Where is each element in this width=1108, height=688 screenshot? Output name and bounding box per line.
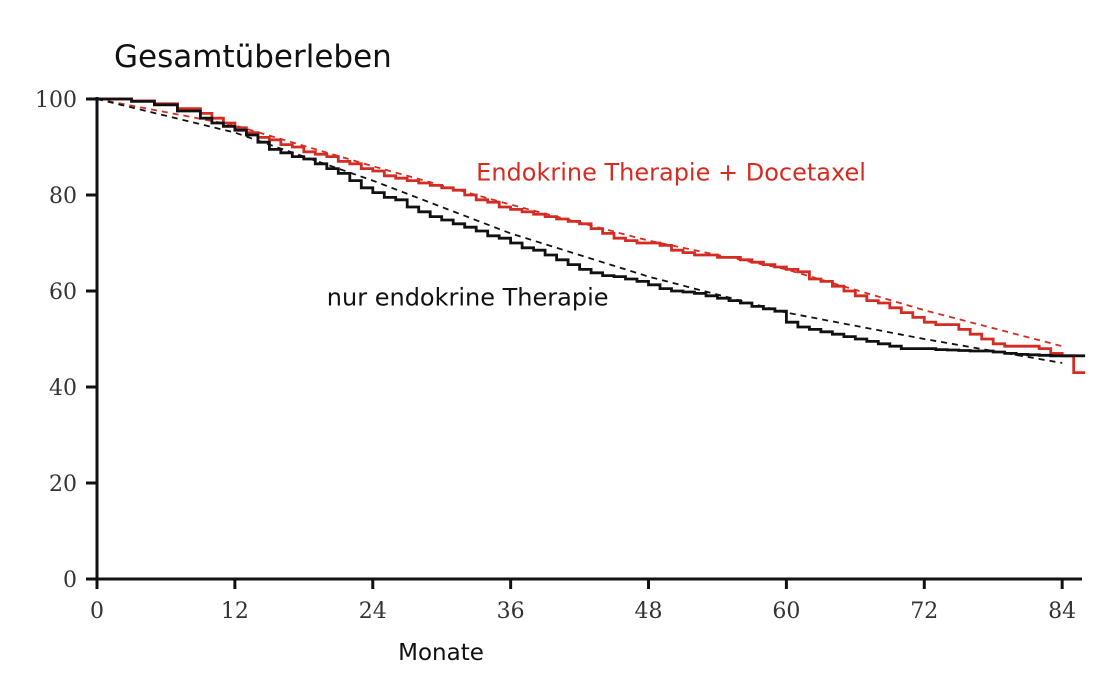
series-line-endokrine-therapie-docetaxel [97,97,1086,374]
trend-line-nur-endokrine-therapie [96,98,1063,364]
y-tick-label: 40 [49,376,77,401]
axes [95,97,1082,581]
x-tick-label: 48 [635,599,663,624]
trend-lines [96,98,1063,364]
x-tick-label: 24 [359,599,387,624]
y-tick-label: 60 [49,280,77,305]
series-label-endokrine-therapie-docetaxel: Endokrine Therapie + Docetaxel [476,159,866,187]
y-tick-label: 0 [63,568,77,593]
x-tick-label: 0 [90,599,104,624]
series-labels: Endokrine Therapie + Docetaxel nur endokr… [327,159,866,312]
x-tick-label: 84 [1048,599,1076,624]
series-lines [97,97,1086,374]
x-axis-label: Monate [398,640,484,666]
x-tick-label: 12 [221,599,249,624]
x-tick-label: 72 [910,599,938,624]
y-tick-label: 20 [49,472,77,497]
y-tick-label: 80 [49,184,77,209]
series-line-nur-endokrine-therapie [97,97,1086,358]
y-tick-label: 100 [35,88,77,113]
axis-ticks: 0 12 24 36 48 60 72 84 0 20 40 60 80 100 [35,88,1076,624]
chart-title: Gesamtüberleben [114,39,392,75]
series-label-nur-endokrine-therapie: nur endokrine Therapie [327,283,609,311]
x-tick-label: 60 [772,599,800,624]
x-tick-label: 36 [497,599,525,624]
